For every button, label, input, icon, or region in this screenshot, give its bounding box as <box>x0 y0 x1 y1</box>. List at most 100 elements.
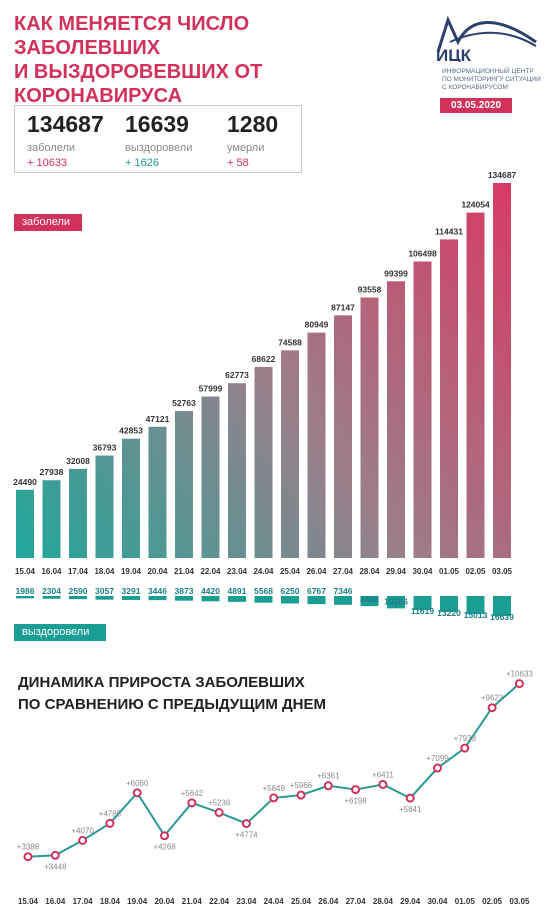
cases-bar-label: 99399 <box>384 268 408 278</box>
date-tick-label: 20.04 <box>147 567 168 576</box>
cases-bar <box>95 455 114 558</box>
cases-bar <box>281 350 299 558</box>
recovered-bar <box>387 596 405 609</box>
cases-bar-label: 68622 <box>252 354 276 364</box>
recovered-bar <box>201 596 220 602</box>
title-line-2: И ВЫЗДОРОВЕВШИХ ОТ КОРОНАВИРУСА <box>14 61 263 107</box>
cases-bar <box>122 438 140 558</box>
recovered-bar <box>175 596 193 601</box>
recovered-bar-label: 2304 <box>42 586 61 596</box>
cases-bar <box>175 411 193 558</box>
growth-date-tick: 02.05 <box>482 897 503 906</box>
cases-bar-label: 32008 <box>66 456 90 466</box>
growth-point-label: +6198 <box>344 797 367 806</box>
recovered-bar-label: 6767 <box>307 586 326 596</box>
stats-panel: 134687 заболели + 10633 16639 выздоровел… <box>14 105 302 173</box>
growth-point <box>214 808 224 818</box>
date-tick-label: 22.04 <box>200 567 221 576</box>
growth-point-label: +5841 <box>399 805 422 814</box>
growth-point <box>50 850 60 860</box>
cases-bar-label: 57999 <box>199 384 223 394</box>
cases-bar-label: 114431 <box>435 226 463 236</box>
growth-point <box>160 831 169 841</box>
cases-bar-label: 27938 <box>40 467 64 477</box>
cases-bar <box>201 396 220 558</box>
cases-bar <box>228 383 246 558</box>
cases-bar <box>493 183 511 558</box>
date-tick-label: 17.04 <box>68 567 89 576</box>
recovered-bar <box>360 596 379 607</box>
growth-point <box>269 793 279 803</box>
growth-point <box>296 790 306 800</box>
stat-deaths-label: умерли <box>227 142 265 154</box>
growth-date-tick: 16.04 <box>45 897 66 906</box>
date-tick-label: 18.04 <box>94 567 115 576</box>
cases-bar-label: 134687 <box>488 170 517 180</box>
cases-bar-label: 42853 <box>119 426 143 436</box>
stat-cases-value: 134687 <box>27 111 104 137</box>
growth-title-line-2: ПО СРАВНЕНИЮ С ПРЕДЫДУЩИМ ДНЕМ <box>18 696 326 713</box>
date-tick-label: 15.04 <box>15 567 36 576</box>
cases-bar <box>360 297 379 558</box>
growth-point <box>433 763 442 773</box>
recovered-bar-label: 11619 <box>411 606 434 616</box>
growth-point-label: +3388 <box>17 843 40 852</box>
stat-deaths-delta: + 58 <box>227 157 249 169</box>
date-tick-label: 23.04 <box>227 567 248 576</box>
growth-point <box>514 679 524 689</box>
recovered-bar-label: 3446 <box>148 586 167 596</box>
cases-bar-label: 106498 <box>408 248 437 258</box>
growth-point <box>323 781 333 791</box>
logo-desc-line-1: ИНФОРМАЦИОННЫЙ ЦЕНТР <box>442 68 534 75</box>
cases-bar-label: 52763 <box>172 398 196 408</box>
itsk-logo: ИЦК <box>436 12 540 62</box>
cases-bar-label: 62773 <box>225 370 249 380</box>
growth-date-tick: 29.04 <box>400 897 421 906</box>
recovered-bar-label: 3873 <box>175 586 194 596</box>
recovered-bar <box>466 596 485 615</box>
logo-text: ИЦК <box>436 46 472 62</box>
growth-point <box>105 818 115 828</box>
growth-date-tick: 01.05 <box>455 897 476 906</box>
growth-line <box>27 682 521 858</box>
growth-date-tick: 28.04 <box>373 897 394 906</box>
recovered-bar <box>307 596 326 605</box>
cases-bar <box>440 239 458 558</box>
cases-bar-label: 24490 <box>13 477 37 487</box>
growth-point-label: +5642 <box>181 789 204 798</box>
growth-point-label: +5236 <box>208 799 231 808</box>
growth-date-tick: 21.04 <box>182 897 203 906</box>
growth-date-tick: 20.04 <box>154 897 175 906</box>
growth-date-tick: 19.04 <box>127 897 148 906</box>
date-tick-label: 01.05 <box>439 567 460 576</box>
growth-point-label: +6060 <box>126 779 149 788</box>
growth-chart-title: ДИНАМИКА ПРИРОСТА ЗАБОЛЕВШИХ ПО СРАВНЕНИ… <box>18 672 358 716</box>
stat-cases-delta: + 10633 <box>27 157 68 169</box>
stat-deaths: 1280 умерли + 58 <box>227 110 278 170</box>
recovered-bar-label: 6250 <box>281 586 300 596</box>
recovered-bar-label: 15013 <box>464 610 488 620</box>
cases-bar <box>413 261 432 558</box>
recovered-bar <box>95 596 114 600</box>
growth-point <box>405 793 415 803</box>
growth-point <box>351 785 361 795</box>
recovered-bar <box>69 596 87 600</box>
logo-desc-line-3: С КОРОНАВИРУСОМ <box>442 84 508 91</box>
cases-bar <box>254 366 273 558</box>
growth-date-tick: 27.04 <box>346 897 367 906</box>
recovered-bar-label: 8456 <box>360 594 379 604</box>
recovered-bar-label: 16639 <box>490 612 514 622</box>
cases-bar-label: 87147 <box>331 302 355 312</box>
growth-point-label: +5849 <box>262 784 285 793</box>
recovered-bar-label: 1986 <box>16 586 35 596</box>
date-tick-label: 02.05 <box>465 567 486 576</box>
growth-point <box>78 835 88 845</box>
stat-recovered-value: 16639 <box>125 111 189 137</box>
recovered-bar-label: 13220 <box>437 608 461 618</box>
date-tick-label: 24.04 <box>253 567 274 576</box>
date-axis: 15.04 16.04 17.04 18.04 19.04 20.04 21.04 22.04… <box>15 567 513 576</box>
growth-date-tick: 22.04 <box>209 897 230 906</box>
growth-date-tick: 26.04 <box>318 897 339 906</box>
stat-cases: 134687 заболели + 10633 <box>27 110 104 170</box>
